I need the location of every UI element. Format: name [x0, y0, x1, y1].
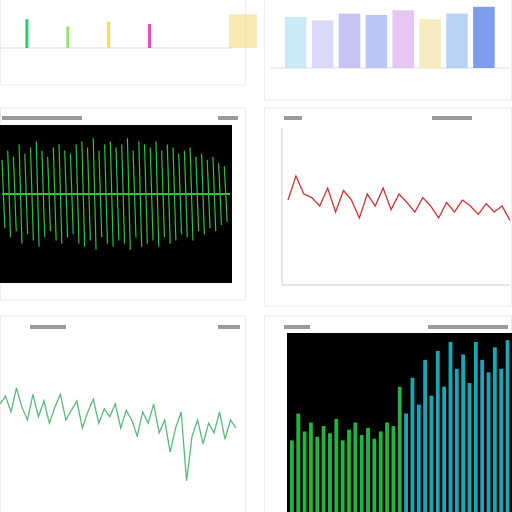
- bar: [107, 21, 111, 48]
- bar: [228, 14, 257, 48]
- text-placeholder: [428, 325, 508, 329]
- spike: [492, 347, 497, 512]
- line-series: [0, 387, 237, 481]
- panel-card: [264, 107, 512, 307]
- spike: [296, 413, 301, 512]
- spike: [366, 427, 370, 512]
- bar: [338, 13, 361, 69]
- bar: [392, 10, 414, 68]
- bar: [311, 20, 334, 68]
- spike: [347, 429, 351, 512]
- spike: [505, 340, 510, 512]
- spike: [359, 435, 364, 512]
- spike: [378, 431, 383, 512]
- bar: [66, 26, 70, 48]
- spike: [302, 431, 307, 512]
- spike: [397, 386, 402, 512]
- spike: [467, 383, 472, 512]
- spike: [454, 368, 459, 512]
- spike: [410, 377, 415, 512]
- bar: [365, 14, 388, 69]
- spike: [385, 422, 389, 512]
- text-placeholder: [218, 116, 238, 120]
- text-placeholder: [284, 325, 310, 329]
- bar: [473, 6, 495, 69]
- text-placeholder: [432, 116, 472, 120]
- spike: [290, 440, 294, 512]
- line-series: [287, 174, 511, 221]
- spike: [353, 422, 358, 512]
- bar: [148, 24, 152, 48]
- spike: [499, 368, 504, 512]
- bar: [25, 19, 29, 48]
- spike: [442, 386, 447, 512]
- bar: [446, 13, 468, 69]
- spike: [423, 359, 428, 512]
- spike: [486, 372, 491, 512]
- spike: [334, 418, 339, 512]
- spike: [309, 422, 313, 512]
- spike: [473, 341, 478, 512]
- text-placeholder: [2, 116, 82, 120]
- text-placeholder: [218, 325, 240, 329]
- spike: [391, 426, 396, 512]
- spike: [315, 436, 320, 512]
- spike: [340, 440, 345, 512]
- spike: [416, 404, 421, 512]
- spike: [448, 341, 453, 512]
- text-placeholder: [30, 325, 66, 329]
- spike: [480, 359, 485, 512]
- panel-card: [0, 315, 246, 512]
- bar: [419, 19, 441, 68]
- text-placeholder: [284, 116, 302, 120]
- panel-card: [0, 0, 246, 86]
- spike: [461, 354, 466, 512]
- spike: [429, 395, 434, 512]
- spike: [404, 413, 408, 512]
- spike: [328, 433, 332, 512]
- bar: [285, 17, 307, 68]
- spike: [435, 350, 440, 512]
- spike: [321, 426, 326, 512]
- spike: [372, 438, 377, 512]
